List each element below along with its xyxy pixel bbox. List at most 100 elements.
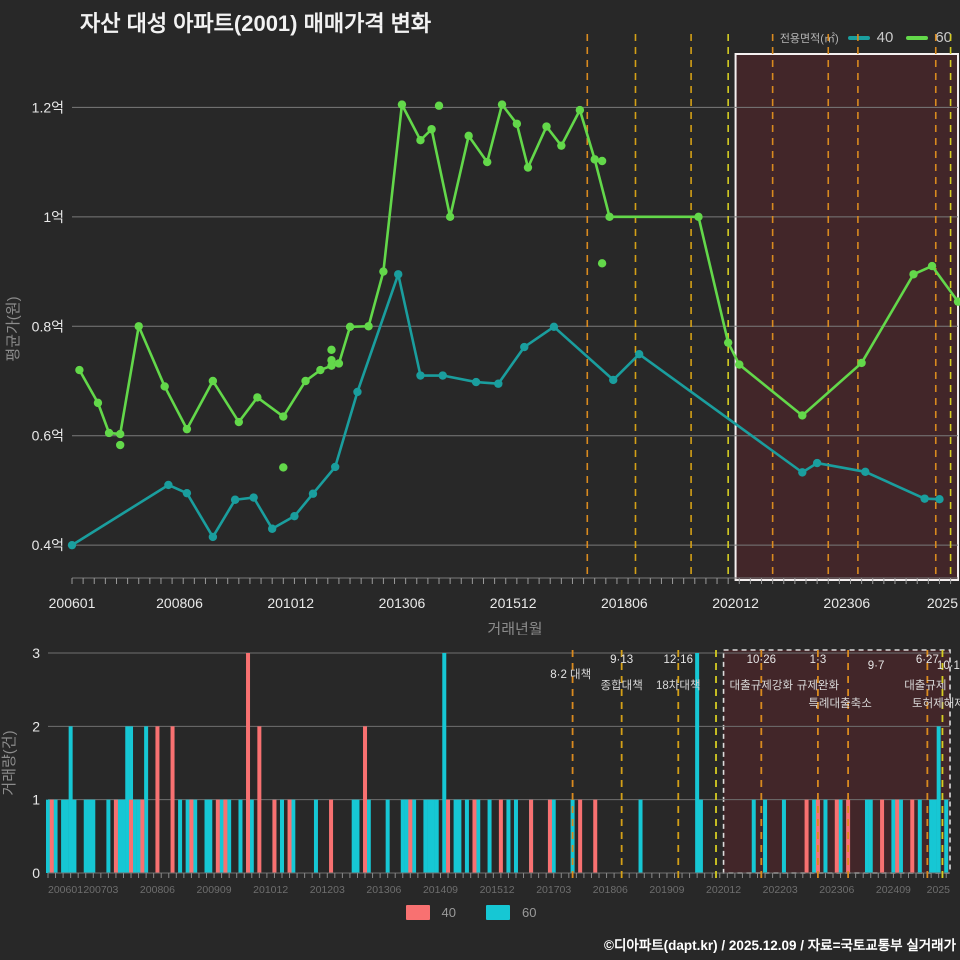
volume-bar-40 bbox=[408, 799, 413, 873]
price-x-tick-label: 200806 bbox=[156, 595, 203, 611]
policy-annotation-label: 대출규제 bbox=[904, 679, 946, 692]
price-data-point bbox=[445, 212, 455, 222]
price-data-point bbox=[812, 458, 822, 468]
price-data-point bbox=[353, 387, 362, 397]
price-data-point bbox=[634, 349, 644, 359]
volume-x-tick-label: 202306 bbox=[819, 884, 854, 896]
volume-bar-60 bbox=[751, 799, 756, 873]
volume-bar-60 bbox=[87, 799, 92, 873]
volume-bar-60 bbox=[121, 799, 126, 873]
price-data-point bbox=[182, 424, 192, 434]
page-title: 자산 대성 아파트(2001) 매매가격 변화 bbox=[80, 11, 432, 36]
price-y-tick-label: 0.8억 bbox=[32, 318, 64, 334]
volume-bar-40 bbox=[593, 799, 598, 873]
volume-bar-60 bbox=[64, 799, 69, 873]
policy-annotation-date: 9·7 bbox=[868, 660, 885, 672]
volume-y-tick-label: 3 bbox=[32, 645, 40, 661]
volume-bar-60 bbox=[144, 726, 149, 873]
price-data-point bbox=[935, 494, 944, 504]
volume-bar-60 bbox=[404, 799, 409, 873]
volume-x-tick-label: 202012 bbox=[706, 884, 741, 896]
price-data-point bbox=[334, 359, 344, 368]
volume-bar-60 bbox=[53, 799, 58, 873]
volume-x-tick-label: 200909 bbox=[197, 884, 232, 896]
price-data-point bbox=[394, 270, 403, 279]
price-data-point bbox=[75, 365, 84, 375]
price-data-point bbox=[494, 379, 503, 388]
price-outlier-point bbox=[597, 259, 607, 268]
volume-y-axis-label: 거래량(건) bbox=[1, 730, 18, 795]
volume-bar-40 bbox=[498, 799, 503, 873]
price-x-tick-label: 201512 bbox=[490, 595, 537, 611]
volume-bar-60 bbox=[129, 726, 134, 873]
policy-annotation-date: 6·27 bbox=[916, 654, 939, 666]
price-data-point bbox=[115, 429, 125, 439]
legend-label-volume-60: 60 bbox=[522, 905, 537, 920]
volume-bar-40 bbox=[155, 726, 160, 873]
price-data-point bbox=[471, 377, 481, 387]
price-data-point bbox=[416, 371, 425, 380]
price-data-point bbox=[160, 382, 169, 391]
price-data-point bbox=[512, 119, 522, 128]
volume-bar-60 bbox=[68, 726, 73, 873]
volume-bar-60 bbox=[238, 799, 243, 873]
volume-bar-60 bbox=[178, 799, 183, 873]
volume-bar-60 bbox=[898, 799, 903, 873]
price-outlier-point bbox=[597, 156, 607, 166]
price-data-point bbox=[208, 532, 218, 542]
volume-bar-60 bbox=[385, 799, 390, 873]
price-data-point bbox=[279, 412, 288, 421]
volume-bar-60 bbox=[136, 799, 141, 873]
price-series-line-60 bbox=[78, 103, 960, 436]
policy-annotation-label: 대책 bbox=[570, 667, 591, 681]
price-x-tick-label: 201806 bbox=[601, 595, 648, 611]
price-data-point bbox=[308, 489, 318, 498]
price-data-point bbox=[230, 495, 240, 504]
policy-annotation-date: 9·13 bbox=[610, 654, 633, 666]
volume-bar-60 bbox=[366, 799, 371, 873]
volume-y-tick-label: 2 bbox=[32, 718, 40, 734]
volume-x-tick-label: 201909 bbox=[649, 884, 684, 896]
volume-bar-60 bbox=[944, 799, 949, 873]
policy-annotation-date: 10·1 bbox=[937, 660, 960, 672]
volume-bar-60 bbox=[72, 799, 77, 873]
volume-y-tick-label: 0 bbox=[32, 865, 40, 881]
price-data-point bbox=[290, 511, 299, 521]
price-data-point bbox=[438, 371, 447, 380]
volume-bar-40 bbox=[880, 799, 885, 873]
price-data-point bbox=[609, 375, 618, 385]
price-data-point bbox=[909, 270, 918, 279]
price-x-axis-label: 거래년월 bbox=[487, 621, 542, 635]
volume-bar-60 bbox=[427, 799, 432, 873]
volume-bar-40 bbox=[272, 799, 277, 873]
volume-bar-40 bbox=[215, 799, 220, 873]
policy-annotation-label: 종합대책 bbox=[600, 678, 642, 692]
volume-x-tick-label: 201512 bbox=[480, 884, 515, 896]
price-data-point bbox=[861, 467, 870, 477]
volume-x-tick-label: 201203 bbox=[310, 884, 345, 896]
volume-x-tick-label: 201806 bbox=[593, 884, 628, 896]
volume-bar-60 bbox=[838, 799, 843, 873]
price-x-tick-label: 2025 bbox=[927, 595, 958, 611]
volume-x-tick-label: 2025 bbox=[927, 884, 951, 896]
price-y-tick-label: 0.6억 bbox=[32, 428, 64, 444]
policy-annotation-date: 8·2 bbox=[550, 669, 567, 681]
price-x-tick-label: 202306 bbox=[823, 595, 870, 611]
volume-bar-60 bbox=[185, 799, 190, 873]
price-data-point bbox=[182, 488, 192, 498]
volume-bar-40 bbox=[246, 653, 251, 873]
price-outlier-point bbox=[279, 463, 288, 472]
legend-label-volume-40: 40 bbox=[441, 905, 456, 920]
price-data-point bbox=[590, 155, 599, 164]
price-data-point bbox=[93, 398, 103, 408]
price-data-point bbox=[316, 365, 325, 375]
volume-bar-40 bbox=[578, 799, 583, 873]
volume-bar-60 bbox=[83, 799, 88, 873]
footer-credit: ©디아파트(dapt.kr) / 2025.12.09 / 자료=국토교통부 실… bbox=[604, 938, 956, 953]
volume-bar-60 bbox=[932, 799, 937, 873]
price-outlier-point bbox=[327, 345, 336, 354]
volume-bar-40 bbox=[113, 799, 118, 873]
volume-chart: 0 1 2 3 거래량(건) 200601 200703 200806 200909 201012… bbox=[1, 645, 960, 896]
price-y-tick-label: 1억 bbox=[43, 209, 64, 225]
price-data-point bbox=[331, 462, 340, 472]
